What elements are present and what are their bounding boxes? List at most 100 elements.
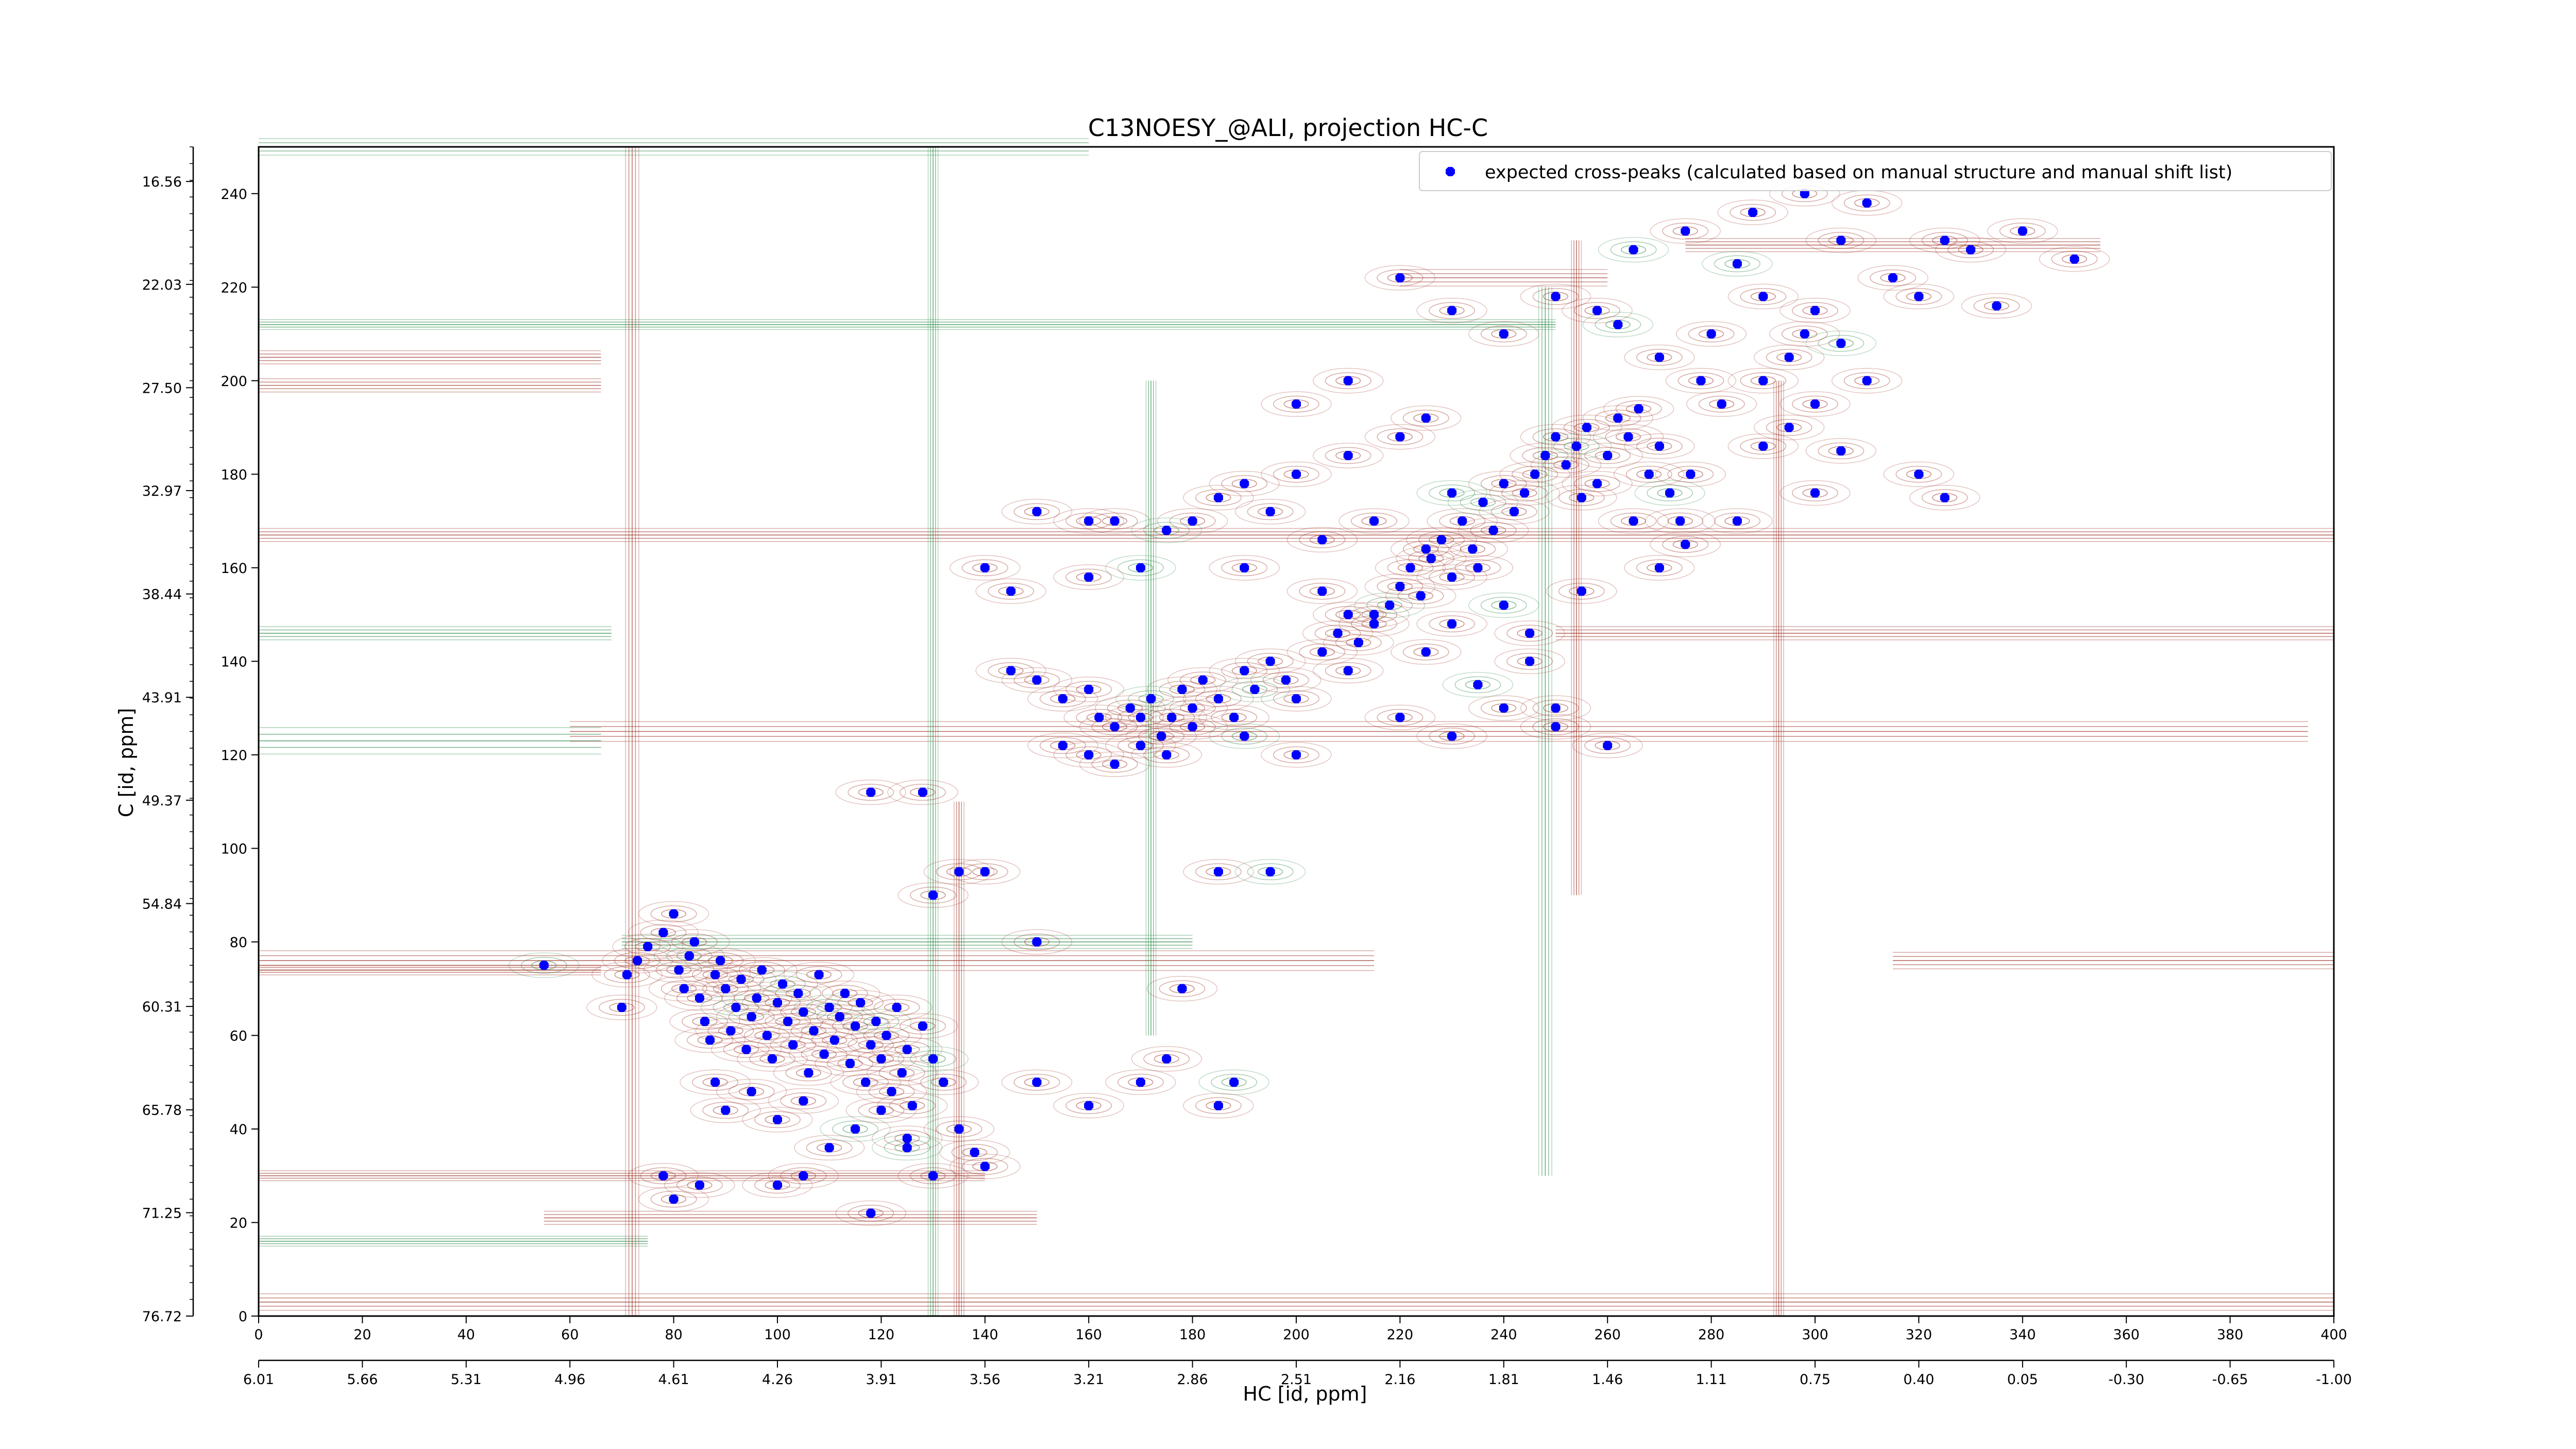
cross-peak-point bbox=[902, 1143, 912, 1153]
cross-peak-point bbox=[954, 1124, 964, 1134]
contour-ring bbox=[1286, 639, 1358, 665]
cross-peak-point bbox=[1592, 479, 1602, 488]
ppm-y-tick-label: 71.25 bbox=[142, 1205, 182, 1221]
contour-ring bbox=[1921, 489, 1968, 507]
y-tick-label: 240 bbox=[221, 187, 247, 203]
cross-peak-point bbox=[793, 988, 803, 998]
contour-ring bbox=[640, 924, 687, 941]
contour-ring bbox=[778, 1018, 850, 1044]
contour-ring bbox=[612, 934, 683, 959]
contour-ring bbox=[1209, 555, 1280, 581]
contour-ring bbox=[1261, 686, 1332, 712]
contour-ring bbox=[747, 971, 818, 997]
y-axis-ticks: 0 20 40 60 80 100 120 140 160 180 200 220 240 bbox=[221, 187, 259, 1325]
contour-ring bbox=[1584, 447, 1631, 464]
contour-ring bbox=[1146, 677, 1218, 702]
cross-peak-point bbox=[2018, 226, 2027, 236]
cross-peak-point bbox=[1265, 507, 1275, 516]
cross-peak-point bbox=[871, 1017, 881, 1026]
cross-peak-point bbox=[1188, 722, 1197, 732]
cross-peak-point bbox=[1250, 684, 1260, 694]
contour-ring bbox=[1039, 690, 1086, 707]
cross-peak-point bbox=[1240, 563, 1249, 572]
contour-ring bbox=[1714, 255, 1760, 273]
contour-ring bbox=[1702, 251, 1773, 277]
cross-peak-point bbox=[1136, 713, 1145, 722]
contour-ring bbox=[1126, 723, 1197, 749]
contour-ring bbox=[816, 1008, 863, 1025]
cross-peak-point bbox=[829, 1035, 839, 1045]
contour-ring bbox=[1167, 667, 1239, 693]
contour-ring bbox=[664, 1172, 735, 1198]
contour-ring bbox=[1195, 863, 1242, 881]
x-tick-label: 0 bbox=[254, 1327, 263, 1343]
y-tick-label: 20 bbox=[230, 1215, 247, 1231]
contour-ring bbox=[707, 1022, 754, 1039]
contour-ring bbox=[1095, 695, 1166, 721]
cross-peak-point bbox=[1265, 656, 1275, 666]
contour-ring bbox=[1107, 699, 1154, 717]
contour-ring bbox=[638, 1186, 709, 1212]
contour-ring bbox=[669, 1008, 740, 1034]
contour-ring bbox=[1001, 929, 1073, 955]
contour-ring bbox=[1665, 368, 1737, 394]
cross-peak-point bbox=[1240, 479, 1249, 488]
contour-ring bbox=[1582, 405, 1654, 431]
contour-ring bbox=[1053, 564, 1124, 590]
cross-peak-point bbox=[1784, 352, 1794, 362]
contour-ring bbox=[1987, 218, 2058, 244]
contour-ring bbox=[1677, 372, 1724, 390]
contour-ring bbox=[961, 1158, 1008, 1175]
x-tick-label: 40 bbox=[457, 1327, 475, 1343]
contour-ring bbox=[806, 1139, 853, 1156]
contour-ring bbox=[1286, 578, 1358, 604]
cross-peak-point bbox=[1458, 516, 1467, 526]
contour-ring bbox=[1427, 508, 1498, 534]
cross-peak-point bbox=[1385, 600, 1395, 610]
contour-ring bbox=[742, 1172, 813, 1198]
contour-ring bbox=[1234, 499, 1306, 525]
contour-ring bbox=[1655, 461, 1726, 487]
contour-ring bbox=[775, 985, 822, 1002]
cross-peak-point bbox=[694, 993, 704, 1003]
contour-ring bbox=[1702, 508, 1773, 534]
cross-peak-point bbox=[1758, 441, 1768, 451]
contour-ring bbox=[1532, 428, 1579, 446]
contour-ring bbox=[820, 1116, 891, 1142]
contour-ring bbox=[1717, 199, 1788, 225]
contour-ring bbox=[801, 1046, 848, 1063]
cross-peak-point bbox=[1162, 526, 1172, 535]
contour-ring bbox=[1562, 470, 1633, 497]
contour-ring bbox=[1418, 531, 1465, 548]
contour-ring bbox=[1179, 671, 1226, 689]
ppm-x-tick-label: 2.16 bbox=[1384, 1372, 1415, 1388]
cross-peak-point bbox=[1421, 647, 1431, 657]
contour-ring bbox=[910, 886, 957, 904]
contour-ring bbox=[1792, 484, 1838, 501]
contour-ring bbox=[1574, 475, 1621, 492]
contour-ring bbox=[591, 962, 663, 988]
contour-ring bbox=[936, 1120, 982, 1138]
contour-ring bbox=[1883, 283, 1955, 310]
contour-ring bbox=[780, 1003, 827, 1021]
cross-peak-point bbox=[866, 1208, 876, 1218]
contour-ring bbox=[1391, 639, 1462, 665]
contour-ring bbox=[1429, 615, 1476, 633]
contour-ring bbox=[1148, 709, 1195, 726]
contour-ring bbox=[1416, 611, 1487, 637]
contour-ring bbox=[1935, 237, 2006, 263]
contour-ring bbox=[692, 1073, 739, 1091]
cross-peak-point bbox=[980, 563, 990, 572]
contour-ring bbox=[1406, 527, 1477, 553]
contour-ring bbox=[884, 1041, 930, 1058]
x-tick-label: 220 bbox=[1387, 1327, 1414, 1343]
contour-ring bbox=[1468, 321, 1539, 347]
contour-ring bbox=[1595, 410, 1641, 427]
contour-ring bbox=[835, 1200, 907, 1226]
contour-ring bbox=[1159, 681, 1206, 698]
contour-ring bbox=[602, 948, 673, 973]
contour-ring bbox=[837, 994, 884, 1012]
contour-ring bbox=[1221, 662, 1268, 679]
contour-ring bbox=[754, 1176, 801, 1194]
contour-ring bbox=[1053, 1092, 1124, 1119]
